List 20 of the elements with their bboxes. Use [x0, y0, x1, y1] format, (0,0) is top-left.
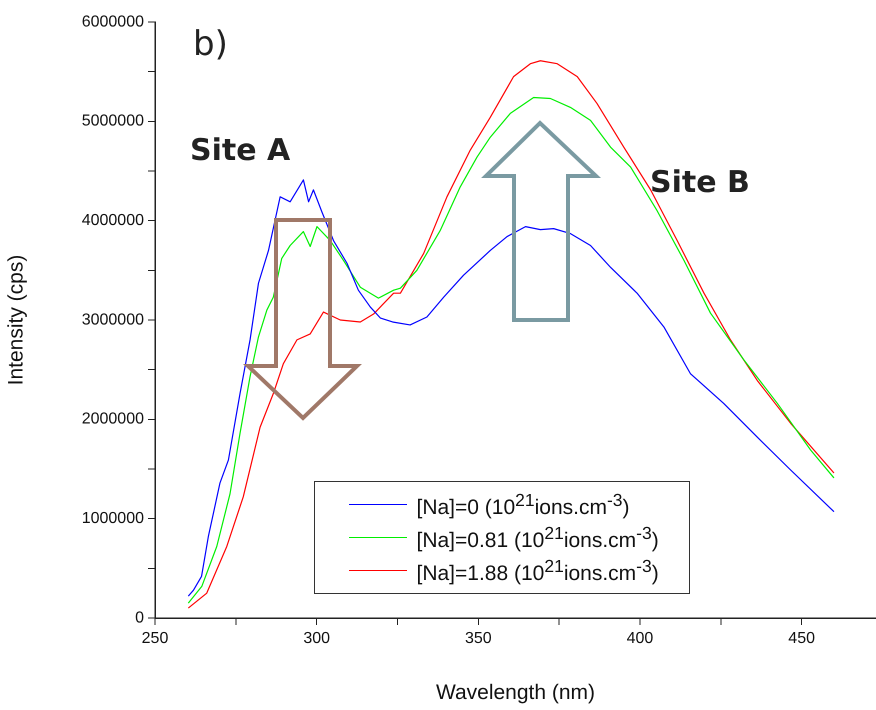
y-tick-label: 2000000 — [82, 410, 144, 428]
x-tick-label: 450 — [788, 630, 816, 648]
y-tick-label: 5000000 — [82, 112, 144, 130]
annotation: Site B — [650, 165, 750, 200]
annotation: b) — [193, 24, 228, 64]
y-tick-label: 4000000 — [82, 212, 144, 230]
x-axis-title: Wavelength (nm) — [436, 681, 596, 704]
legend-label: [Na]=0 (10$^{21}$ions.cm$^{-3}$) — [416, 490, 630, 520]
x-tick-label: 350 — [464, 630, 492, 648]
x-tick-label: 250 — [142, 630, 168, 648]
y-tick-label: 3000000 — [82, 311, 144, 328]
annotation: Site A — [190, 133, 290, 168]
y-tick-label: 0 — [135, 609, 144, 626]
y-tick-label: 1000000 — [82, 510, 144, 528]
x-tick-label: 300 — [303, 630, 330, 648]
x-tick-label: 400 — [626, 630, 654, 648]
y-tick-label: 6000000 — [82, 13, 144, 30]
legend-label: [Na]=0.81 (10$^{21}$ions.cm$^{-3}$) — [416, 522, 659, 552]
y-axis-title: Intensity (cps) — [4, 254, 28, 386]
legend-label: [Na]=1.88 (10$^{21}$ions.cm$^{-3}$) — [416, 556, 659, 586]
